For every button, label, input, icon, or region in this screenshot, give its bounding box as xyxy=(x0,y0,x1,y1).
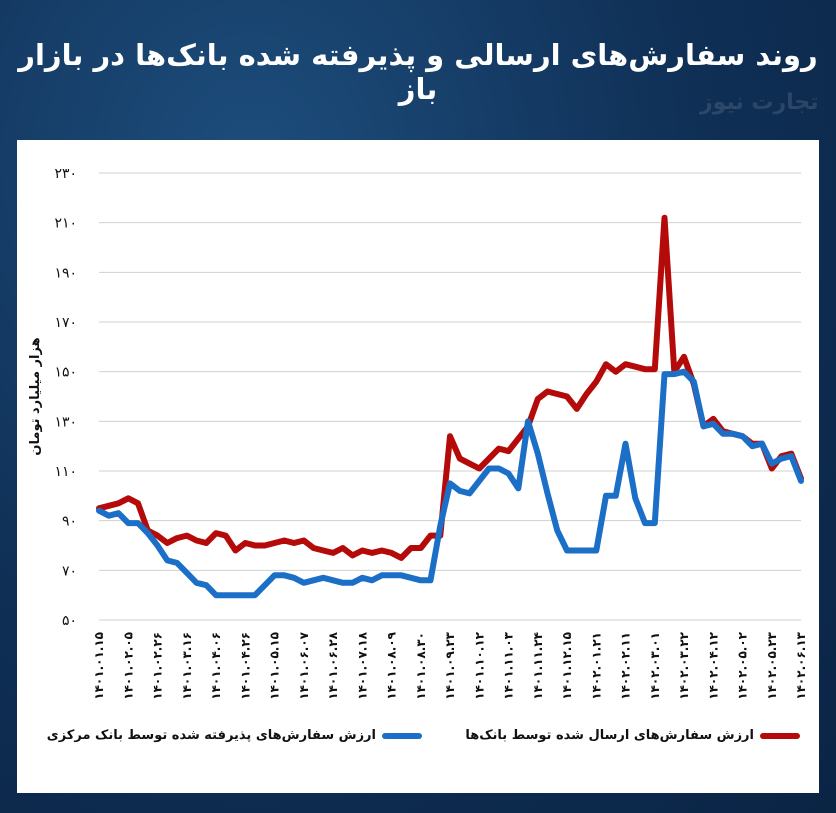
legend-item-blue: ارزش سفارش‌های پذیرفته شده توسط بانک مرک… xyxy=(47,728,422,743)
line-chart: ۵۰ ۷۰ ۹۰ ۱۱۰ ۱۳۰ ۱۵۰ ۱۷۰ ۱۹۰ ۲۱۰ ۲۳۰ هزار میلیارد … xyxy=(28,166,808,700)
watermark-text: تجارت نیوز xyxy=(700,90,819,115)
x-tick-label: ۱۴۰۲.۰۱.۲۱ xyxy=(589,632,603,700)
x-tick-label: ۱۴۰۱.۰۳.۱۶ xyxy=(180,632,194,700)
x-tick-label: ۱۴۰۲.۰۶.۱۳ xyxy=(794,631,808,699)
x-tick-label: ۱۴۰۱.۰۵.۱۵ xyxy=(268,632,282,700)
x-tick-label: ۱۴۰۱.۱۱.۲۴ xyxy=(531,632,545,700)
x-tick-label: ۱۴۰۱.۰۹.۲۳ xyxy=(443,631,457,699)
legend: ارزش سفارش‌های ارسال شده توسط بانک‌ها ار… xyxy=(40,728,800,754)
x-tick-label: ۱۴۰۱.۰۷.۱۸ xyxy=(355,631,369,699)
x-tick-label: ۱۴۰۲.۰۳.۰۱ xyxy=(648,632,662,700)
x-tick-label: ۱۴۰۲.۰۳.۲۲ xyxy=(677,631,691,699)
chart-title: روند سفارش‌های ارسالی و پذیرفته شده بانک… xyxy=(18,38,818,106)
x-tick-label: ۱۴۰۱.۰۸.۰۹ xyxy=(385,631,399,699)
legend-swatch-blue xyxy=(382,732,422,739)
y-tick-label: ۱۹۰ xyxy=(54,265,77,281)
x-tick-label: ۱۴۰۱.۰۶.۲۸ xyxy=(326,631,340,699)
legend-label-red: ارزش سفارش‌های ارسال شده توسط بانک‌ها xyxy=(465,728,754,743)
y-tick-label: ۷۰ xyxy=(62,563,77,579)
legend-item-red: ارزش سفارش‌های ارسال شده توسط بانک‌ها xyxy=(465,728,800,743)
x-tick-label: ۱۴۰۱.۰۸.۳۰ xyxy=(414,632,428,700)
x-tick-label: ۱۴۰۱.۰۲.۲۶ xyxy=(151,632,165,700)
series-line-0 xyxy=(96,214,804,561)
y-tick-label: ۱۷۰ xyxy=(54,315,77,331)
y-tick-label: ۹۰ xyxy=(62,514,77,530)
legend-label-blue: ارزش سفارش‌های پذیرفته شده توسط بانک مرک… xyxy=(46,728,376,743)
x-tick-label: ۱۴۰۲.۰۲.۱۱ xyxy=(619,632,633,700)
x-tick-label: ۱۴۰۱.۱۰.۱۲ xyxy=(472,631,486,699)
x-tick-label: ۱۴۰۱.۱۲.۱۵ xyxy=(560,632,574,700)
legend-swatch-red xyxy=(760,732,800,739)
x-tick-label: ۱۴۰۱.۰۲.۰۵ xyxy=(121,632,135,700)
y-tick-label: ۲۳۰ xyxy=(54,166,77,182)
x-tick-label: ۱۴۰۲.۰۴.۱۲ xyxy=(706,631,720,699)
y-tick-label: ۲۱۰ xyxy=(54,216,77,232)
x-tick-label: ۱۴۰۲.۰۵.۲۳ xyxy=(765,631,779,699)
y-tick-label: ۱۱۰ xyxy=(54,464,77,480)
y-tick-label: ۱۳۰ xyxy=(54,414,77,430)
y-axis-label: هزار میلیارد تومان xyxy=(28,337,43,455)
x-tick-label: ۱۴۰۱.۰۱.۱۵ xyxy=(92,632,106,700)
series-line-1 xyxy=(96,368,804,599)
x-tick-label: ۱۴۰۱.۰۶.۰۷ xyxy=(297,631,311,699)
x-tick-label: ۱۴۰۱.۱۱.۰۳ xyxy=(502,631,516,699)
chart-panel: ۵۰ ۷۰ ۹۰ ۱۱۰ ۱۳۰ ۱۵۰ ۱۷۰ ۱۹۰ ۲۱۰ ۲۳۰ هزار میلیارد … xyxy=(17,140,819,793)
y-tick-label: ۱۵۰ xyxy=(54,365,77,381)
x-tick-label: ۱۴۰۱.۰۴.۰۶ xyxy=(209,632,223,700)
x-tick-label: ۱۴۰۲.۰۵.۰۲ xyxy=(736,631,750,699)
x-tick-label: ۱۴۰۱.۰۴.۲۶ xyxy=(238,632,252,700)
y-tick-label: ۵۰ xyxy=(62,613,77,629)
